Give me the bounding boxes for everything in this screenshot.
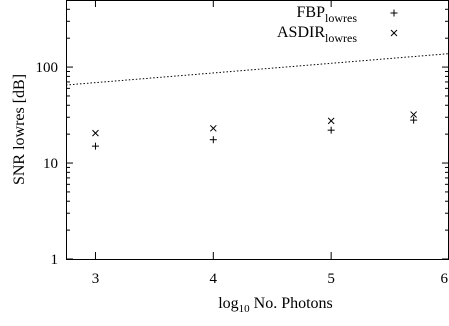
y-tick-label: 100 bbox=[36, 60, 59, 76]
data-point-asdir bbox=[327, 117, 335, 125]
legend-asdir-base: ASDIR bbox=[277, 24, 325, 41]
legend-label-fbp: FBPlowres bbox=[297, 4, 358, 25]
legend-asdir-subscript: lowres bbox=[325, 31, 357, 45]
legend-label-asdir: ASDIRlowres bbox=[277, 24, 357, 45]
data-point-fbp bbox=[410, 116, 418, 124]
legend-asdir-marker-glyph bbox=[390, 29, 398, 37]
legend: FBPlowres ASDIRlowres bbox=[277, 4, 398, 45]
reference-line-layer bbox=[65, 53, 449, 86]
x-tick-label: 6 bbox=[441, 271, 449, 287]
y-tick-label: 10 bbox=[43, 156, 58, 172]
reference-line bbox=[65, 53, 449, 86]
plot-frame bbox=[66, 0, 449, 260]
legend-marker-asdir bbox=[390, 29, 398, 37]
legend-fbp-base: FBP bbox=[297, 4, 326, 21]
x-axis-label: log10 No. Photons bbox=[218, 295, 333, 315]
plot-frame-group bbox=[66, 0, 449, 260]
series-fbp bbox=[91, 116, 418, 150]
x-tick-label: 3 bbox=[92, 271, 100, 287]
x-axis-label-prefix: log bbox=[218, 295, 238, 312]
data-point-asdir bbox=[410, 111, 417, 118]
data-point-fbp bbox=[209, 136, 217, 144]
x-axis-label-subscript: 10 bbox=[239, 303, 251, 315]
data-point-asdir bbox=[209, 124, 217, 132]
legend-marker-fbp bbox=[390, 9, 398, 17]
series-layer bbox=[91, 111, 418, 150]
y-tick-label: 1 bbox=[51, 252, 59, 268]
legend-fbp-marker-glyph bbox=[390, 9, 398, 17]
x-axis-label-suffix: No. Photons bbox=[250, 295, 333, 312]
ticks-layer: 1 10 100 3 4 5 6 bbox=[36, 0, 449, 287]
x-tick-label: 4 bbox=[210, 271, 218, 287]
y-axis-label: SNR lowres [dB] bbox=[11, 74, 28, 185]
series-asdir bbox=[92, 111, 417, 137]
data-point-fbp bbox=[91, 142, 99, 150]
x-tick-label: 5 bbox=[327, 271, 335, 287]
legend-fbp-subscript: lowres bbox=[325, 11, 357, 25]
data-point-asdir bbox=[92, 129, 99, 137]
data-point-fbp bbox=[327, 126, 335, 134]
